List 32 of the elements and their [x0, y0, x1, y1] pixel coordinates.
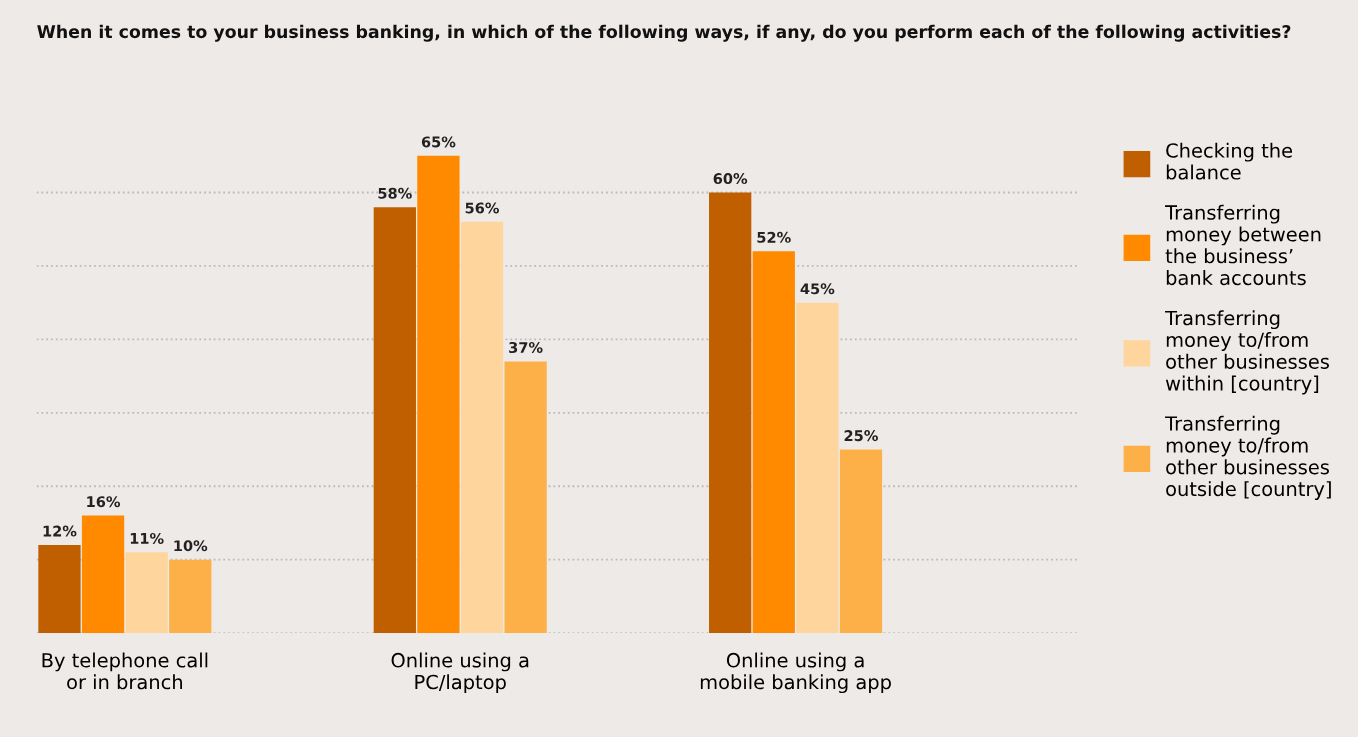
data-label: 60% [713, 173, 748, 185]
legend-label: Transferring money to/from other businesses outside [country] [1165, 415, 1331, 500]
x-tick-label: Online using a mobile banking app [700, 652, 891, 694]
bar [169, 559, 212, 634]
bar [839, 449, 883, 634]
data-label: 65% [421, 136, 456, 148]
data-label: 45% [800, 283, 835, 295]
bar [796, 302, 839, 634]
bar [504, 361, 547, 634]
bar [417, 155, 460, 634]
bar [752, 251, 795, 634]
data-label: 58% [378, 187, 412, 199]
legend-label: Transferring money between the business’ bank accounts [1165, 204, 1321, 286]
data-label: 37% [509, 341, 543, 354]
bar [709, 192, 752, 634]
bar [125, 552, 168, 634]
x-tick-label: Online using a PC/laptop [391, 652, 529, 694]
data-label: 12% [43, 525, 77, 537]
legend-label: Checking the balance [1166, 142, 1293, 180]
data-label: 25% [844, 430, 878, 442]
chart-title: When it comes to your business banking, in which of the following ways, if any, do you perform each of the following activities? [37, 24, 1291, 42]
data-label: 52% [757, 231, 791, 243]
data-label: 10% [174, 540, 208, 552]
bar [38, 544, 81, 634]
data-label: 16% [87, 496, 121, 508]
data-label: 56% [465, 202, 499, 214]
bar [81, 515, 125, 634]
x-tick-label: By telephone call or in branch [42, 652, 208, 690]
data-label: 11% [130, 532, 164, 544]
bar [373, 207, 416, 634]
bar [460, 221, 504, 634]
legend-label: Transferring money to/from other businesses within [country] [1165, 310, 1329, 395]
